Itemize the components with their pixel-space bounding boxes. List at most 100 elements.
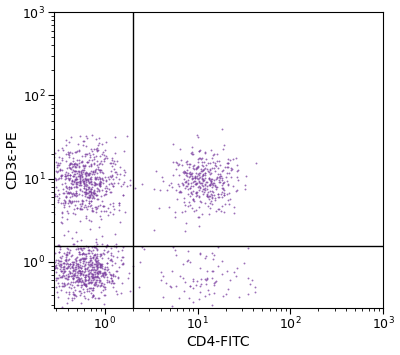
Point <box>98 280 104 286</box>
Point <box>83 151 89 157</box>
Point <box>212 162 218 168</box>
Point <box>66 165 72 170</box>
Point <box>97 261 104 267</box>
Point <box>211 290 218 296</box>
Point <box>192 174 198 180</box>
Point <box>68 191 75 197</box>
Point <box>85 186 91 192</box>
Point <box>79 153 86 159</box>
Point <box>102 266 108 272</box>
Point <box>187 259 193 265</box>
Point <box>103 183 110 189</box>
Point <box>72 178 78 183</box>
Point <box>68 264 75 270</box>
Point <box>96 277 102 283</box>
Point <box>88 267 94 273</box>
Point <box>202 150 208 155</box>
Point <box>93 146 100 152</box>
Point <box>208 179 214 184</box>
Point <box>86 262 93 268</box>
Point <box>77 169 84 175</box>
Point <box>79 268 85 274</box>
Point <box>91 182 97 188</box>
Point <box>86 274 92 280</box>
Point <box>86 280 92 285</box>
Point <box>97 263 103 268</box>
Point <box>66 289 72 295</box>
Point <box>62 257 68 263</box>
Point <box>180 182 186 188</box>
Point <box>84 280 91 285</box>
Point <box>97 278 104 284</box>
Point <box>84 286 90 291</box>
Point <box>108 275 114 281</box>
Point <box>95 295 102 301</box>
Point <box>56 266 63 272</box>
Point <box>82 277 88 283</box>
Point <box>64 251 70 257</box>
Point <box>206 193 212 198</box>
Point <box>190 278 196 284</box>
Point <box>120 254 126 260</box>
Point <box>186 164 192 170</box>
Point <box>72 168 79 174</box>
Point <box>218 208 224 213</box>
Point <box>122 209 128 214</box>
Point <box>54 295 61 300</box>
Point <box>63 289 69 295</box>
Point <box>82 274 88 279</box>
Point <box>86 270 92 275</box>
Point <box>121 168 128 173</box>
Point <box>213 176 219 181</box>
Point <box>90 208 96 213</box>
Point <box>191 163 198 168</box>
Point <box>88 285 94 290</box>
Point <box>182 220 189 226</box>
Point <box>192 174 198 180</box>
Point <box>212 208 219 213</box>
Point <box>201 175 208 181</box>
Point <box>73 176 80 181</box>
Point <box>199 176 206 182</box>
Point <box>194 132 200 138</box>
Point <box>98 280 105 286</box>
Point <box>64 277 71 282</box>
Point <box>82 190 89 195</box>
Point <box>125 275 132 281</box>
Point <box>168 180 174 186</box>
Point <box>75 265 81 271</box>
Point <box>62 275 69 281</box>
Point <box>185 257 191 263</box>
Point <box>108 273 114 278</box>
Point <box>90 271 97 277</box>
Point <box>107 252 114 257</box>
Point <box>224 160 230 166</box>
Point <box>96 261 103 267</box>
Point <box>57 258 63 264</box>
Point <box>83 171 89 176</box>
Point <box>82 176 89 182</box>
Point <box>86 194 92 200</box>
Point <box>205 288 211 293</box>
Point <box>214 159 220 164</box>
Point <box>94 188 100 193</box>
Point <box>86 196 92 201</box>
Point <box>87 253 93 259</box>
Point <box>87 152 94 158</box>
Point <box>252 160 259 166</box>
Point <box>100 272 107 278</box>
Point <box>91 252 97 258</box>
Point <box>70 279 76 285</box>
Point <box>87 193 94 198</box>
Point <box>151 186 158 192</box>
Point <box>197 289 204 294</box>
Point <box>188 189 195 195</box>
Point <box>60 200 66 206</box>
Point <box>96 183 103 189</box>
Point <box>227 277 233 283</box>
Point <box>85 172 91 178</box>
Point <box>217 179 223 185</box>
Point <box>170 159 176 165</box>
Point <box>90 256 96 261</box>
Point <box>77 268 84 274</box>
